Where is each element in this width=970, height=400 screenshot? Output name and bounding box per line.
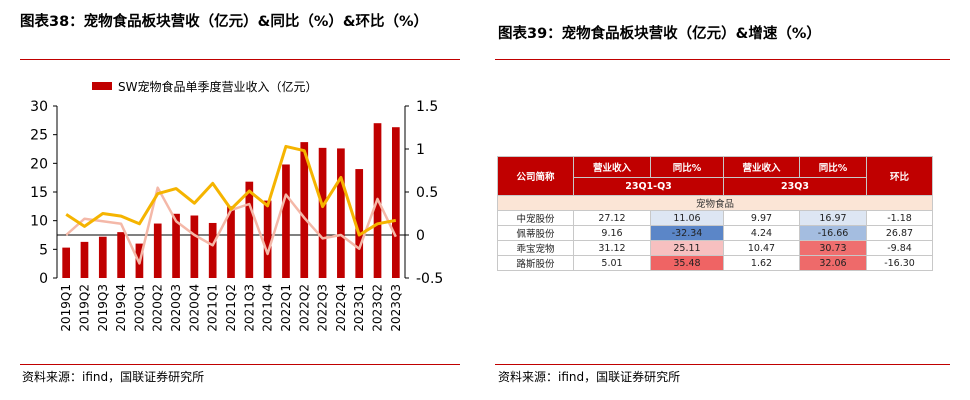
- right-tick-label: 1: [416, 142, 425, 158]
- x-tick-label: 2022Q3: [316, 284, 330, 332]
- yoy-q-cell: 16.97: [799, 210, 867, 226]
- x-tick-label: 2022Q2: [297, 284, 311, 332]
- x-tick-label: 2020Q4: [187, 284, 201, 332]
- table-row: 中宠股份 27.12 11.06 9.97 16.97 -1.18: [497, 210, 933, 226]
- left-tick-label: 0: [39, 271, 48, 287]
- revenue-q-cell: 9.97: [723, 210, 800, 226]
- company-name-cell: 路斯股份: [497, 255, 574, 271]
- table-row: 乖宝宠物 31.12 25.11 10.47 30.73 -9.84: [497, 240, 933, 256]
- revenue-bar: [245, 181, 254, 278]
- header-qoq: 环比: [866, 156, 933, 196]
- qoq-cell: -16.30: [866, 255, 933, 271]
- revenue-bar: [282, 164, 290, 278]
- left-tick-label: 30: [30, 99, 48, 115]
- x-tick-label: 2019Q4: [114, 284, 128, 332]
- x-tick-label: 2019Q1: [59, 284, 73, 332]
- company-name-cell: 中宠股份: [497, 210, 574, 226]
- company-name-cell: 佩蒂股份: [497, 225, 574, 241]
- header-revenue-q: 营业收入: [723, 156, 800, 178]
- left-panel: 图表38：宠物食品板块营收（亿元）&同比（%）&环比（%） SW宠物食品单季度营…: [0, 0, 470, 400]
- right-tick-label: -0.5: [416, 271, 443, 287]
- right-tick-label: 0.5: [416, 185, 438, 201]
- left-tick-label: 10: [30, 214, 48, 230]
- x-tick-label: 2021Q2: [224, 284, 238, 332]
- x-tick-label: 2020Q3: [169, 284, 183, 332]
- x-tick-label: 2023Q2: [371, 284, 385, 332]
- left-source: 资料来源：ifind，国联证券研究所: [22, 370, 205, 384]
- revenue-q-cell: 4.24: [723, 225, 800, 241]
- left-tick-label: 15: [30, 185, 48, 201]
- revenue-bar: [208, 222, 217, 278]
- yoy-ytd-cell: 35.48: [650, 255, 724, 271]
- company-name-cell: 乖宝宠物: [497, 240, 574, 256]
- x-tick-label: 2022Q1: [279, 284, 293, 332]
- revenue-bar: [318, 147, 327, 278]
- left-tick-label: 20: [30, 156, 48, 172]
- right-source: 资料来源：ifind，国联证券研究所: [498, 370, 681, 384]
- yoy-q-cell: 32.06: [799, 255, 867, 271]
- revenue-bar: [300, 142, 309, 278]
- revenue-bar: [227, 206, 235, 278]
- comparison-table: 公司简称 营业收入 同比% 营业收入 同比% 环比 23Q1-Q3 23Q3 宠…: [497, 156, 933, 271]
- header-yoy-ytd: 同比%: [650, 156, 724, 178]
- revenue-bar: [263, 200, 272, 278]
- x-tick-label: 2019Q2: [77, 284, 91, 332]
- revenue-bar: [62, 247, 71, 278]
- qoq-cell: -1.18: [866, 210, 933, 226]
- header-company: 公司简称: [497, 156, 574, 196]
- right-tick-label: 1.5: [416, 99, 438, 115]
- x-tick-label: 2023Q1: [352, 284, 366, 332]
- header-period-ytd: 23Q1-Q3: [573, 177, 724, 196]
- revenue-bar: [391, 127, 400, 278]
- right-panel: 图表39：宠物食品板块营收（亿元）&增速（%） 公司简称 营业收入 同比% 营业…: [490, 0, 970, 400]
- header-period-q: 23Q3: [723, 177, 867, 196]
- yoy-q-cell: -16.66: [799, 225, 867, 241]
- section-label: 宠物食品: [497, 195, 933, 211]
- left-tick-label: 25: [30, 128, 48, 144]
- revenue-bar: [153, 223, 162, 278]
- revenue-ytd-cell: 31.12: [573, 240, 651, 256]
- header-revenue-ytd: 营业收入: [573, 156, 651, 178]
- revenue-bar: [190, 215, 199, 278]
- x-tick-label: 2023Q3: [389, 284, 403, 332]
- table-row: 佩蒂股份 9.16 -32.34 4.24 -16.66 26.87: [497, 225, 933, 241]
- right-figure-title: 图表39：宠物食品板块营收（亿元）&增速（%）: [498, 26, 821, 42]
- left-figure-title: 图表38：宠物食品板块营收（亿元）&同比（%）&环比（%）: [20, 14, 429, 30]
- revenue-bar: [172, 213, 180, 278]
- revenue-bar: [337, 148, 345, 278]
- revenue-q-cell: 1.62: [723, 255, 800, 271]
- right-tick-label: 0: [416, 228, 425, 244]
- x-tick-label: 2022Q4: [334, 284, 348, 332]
- x-tick-label: 2021Q3: [242, 284, 256, 332]
- table-row: 路斯股份 5.01 35.48 1.62 32.06 -16.30: [497, 255, 933, 271]
- revenue-ytd-cell: 5.01: [573, 255, 651, 271]
- x-tick-label: 2019Q3: [96, 284, 110, 332]
- header-yoy-q: 同比%: [799, 156, 867, 178]
- qoq-cell: -9.84: [866, 240, 933, 256]
- yoy-q-cell: 30.73: [799, 240, 867, 256]
- x-tick-label: 2020Q1: [132, 284, 146, 332]
- left-tick-label: 5: [39, 242, 48, 258]
- qoq-cell: 26.87: [866, 225, 933, 241]
- legend-swatch-revenue: [92, 82, 112, 90]
- revenue-q-cell: 10.47: [723, 240, 800, 256]
- revenue-chart: SW宠物食品单季度营业收入（亿元） 0 5 10 15 20 25 30 -0.5 0 0.5 1 1.…: [30, 79, 443, 332]
- right-title-rule: [495, 59, 950, 60]
- x-tick-label: 2021Q1: [206, 284, 220, 332]
- yoy-ytd-cell: -32.34: [650, 225, 724, 241]
- x-tick-label: 2021Q4: [261, 284, 275, 332]
- legend-label-revenue: SW宠物食品单季度营业收入（亿元）: [118, 79, 317, 94]
- x-tick-label: 2020Q2: [151, 284, 165, 332]
- revenue-bar: [98, 236, 107, 278]
- revenue-ytd-cell: 27.12: [573, 210, 651, 226]
- left-source-rule: [20, 364, 460, 365]
- revenue-bar: [80, 241, 89, 278]
- revenue-bar: [117, 232, 125, 278]
- revenue-bar: [355, 169, 364, 278]
- yoy-ytd-cell: 25.11: [650, 240, 724, 256]
- left-title-rule: [20, 59, 460, 60]
- yoy-ytd-cell: 11.06: [650, 210, 724, 226]
- revenue-ytd-cell: 9.16: [573, 225, 651, 241]
- right-source-rule: [495, 364, 950, 365]
